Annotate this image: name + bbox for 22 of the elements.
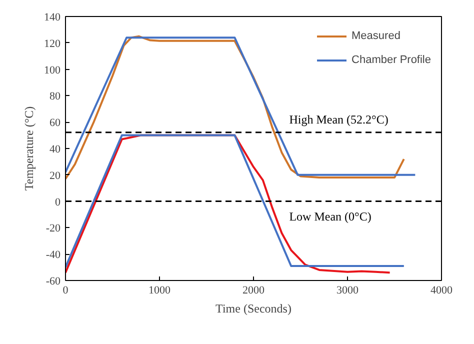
y-tick-label: 40 <box>50 144 61 156</box>
x-axis-title: Time (Seconds) <box>216 302 292 316</box>
x-tick-label: 3000 <box>336 284 359 296</box>
y-tick-label: 0 <box>55 196 61 208</box>
x-tick-label: 1000 <box>148 284 171 296</box>
y-axis-title: Temperature (°C) <box>22 106 36 191</box>
ref-line-label: High Mean (52.2°C) <box>289 112 388 126</box>
legend-label: Chamber Profile <box>352 54 431 66</box>
x-tick-label: 0 <box>62 284 69 296</box>
y-tick-label: 100 <box>44 64 61 76</box>
x-tick-label: 2000 <box>242 284 265 296</box>
ref-line-label: Low Mean (0°C) <box>289 209 372 224</box>
y-tick-label: 120 <box>44 38 61 50</box>
y-tick-label: -60 <box>46 276 61 288</box>
y-tick-label: -20 <box>46 222 61 235</box>
y-tick-label: 140 <box>44 12 61 24</box>
legend-label: Measured <box>352 30 400 42</box>
y-tick-label: 60 <box>50 117 61 130</box>
y-tick-label: 20 <box>50 170 61 182</box>
y-tick-label: 80 <box>50 90 61 103</box>
y-tick-label: -40 <box>46 249 61 262</box>
x-tick-label: 4000 <box>430 284 453 296</box>
